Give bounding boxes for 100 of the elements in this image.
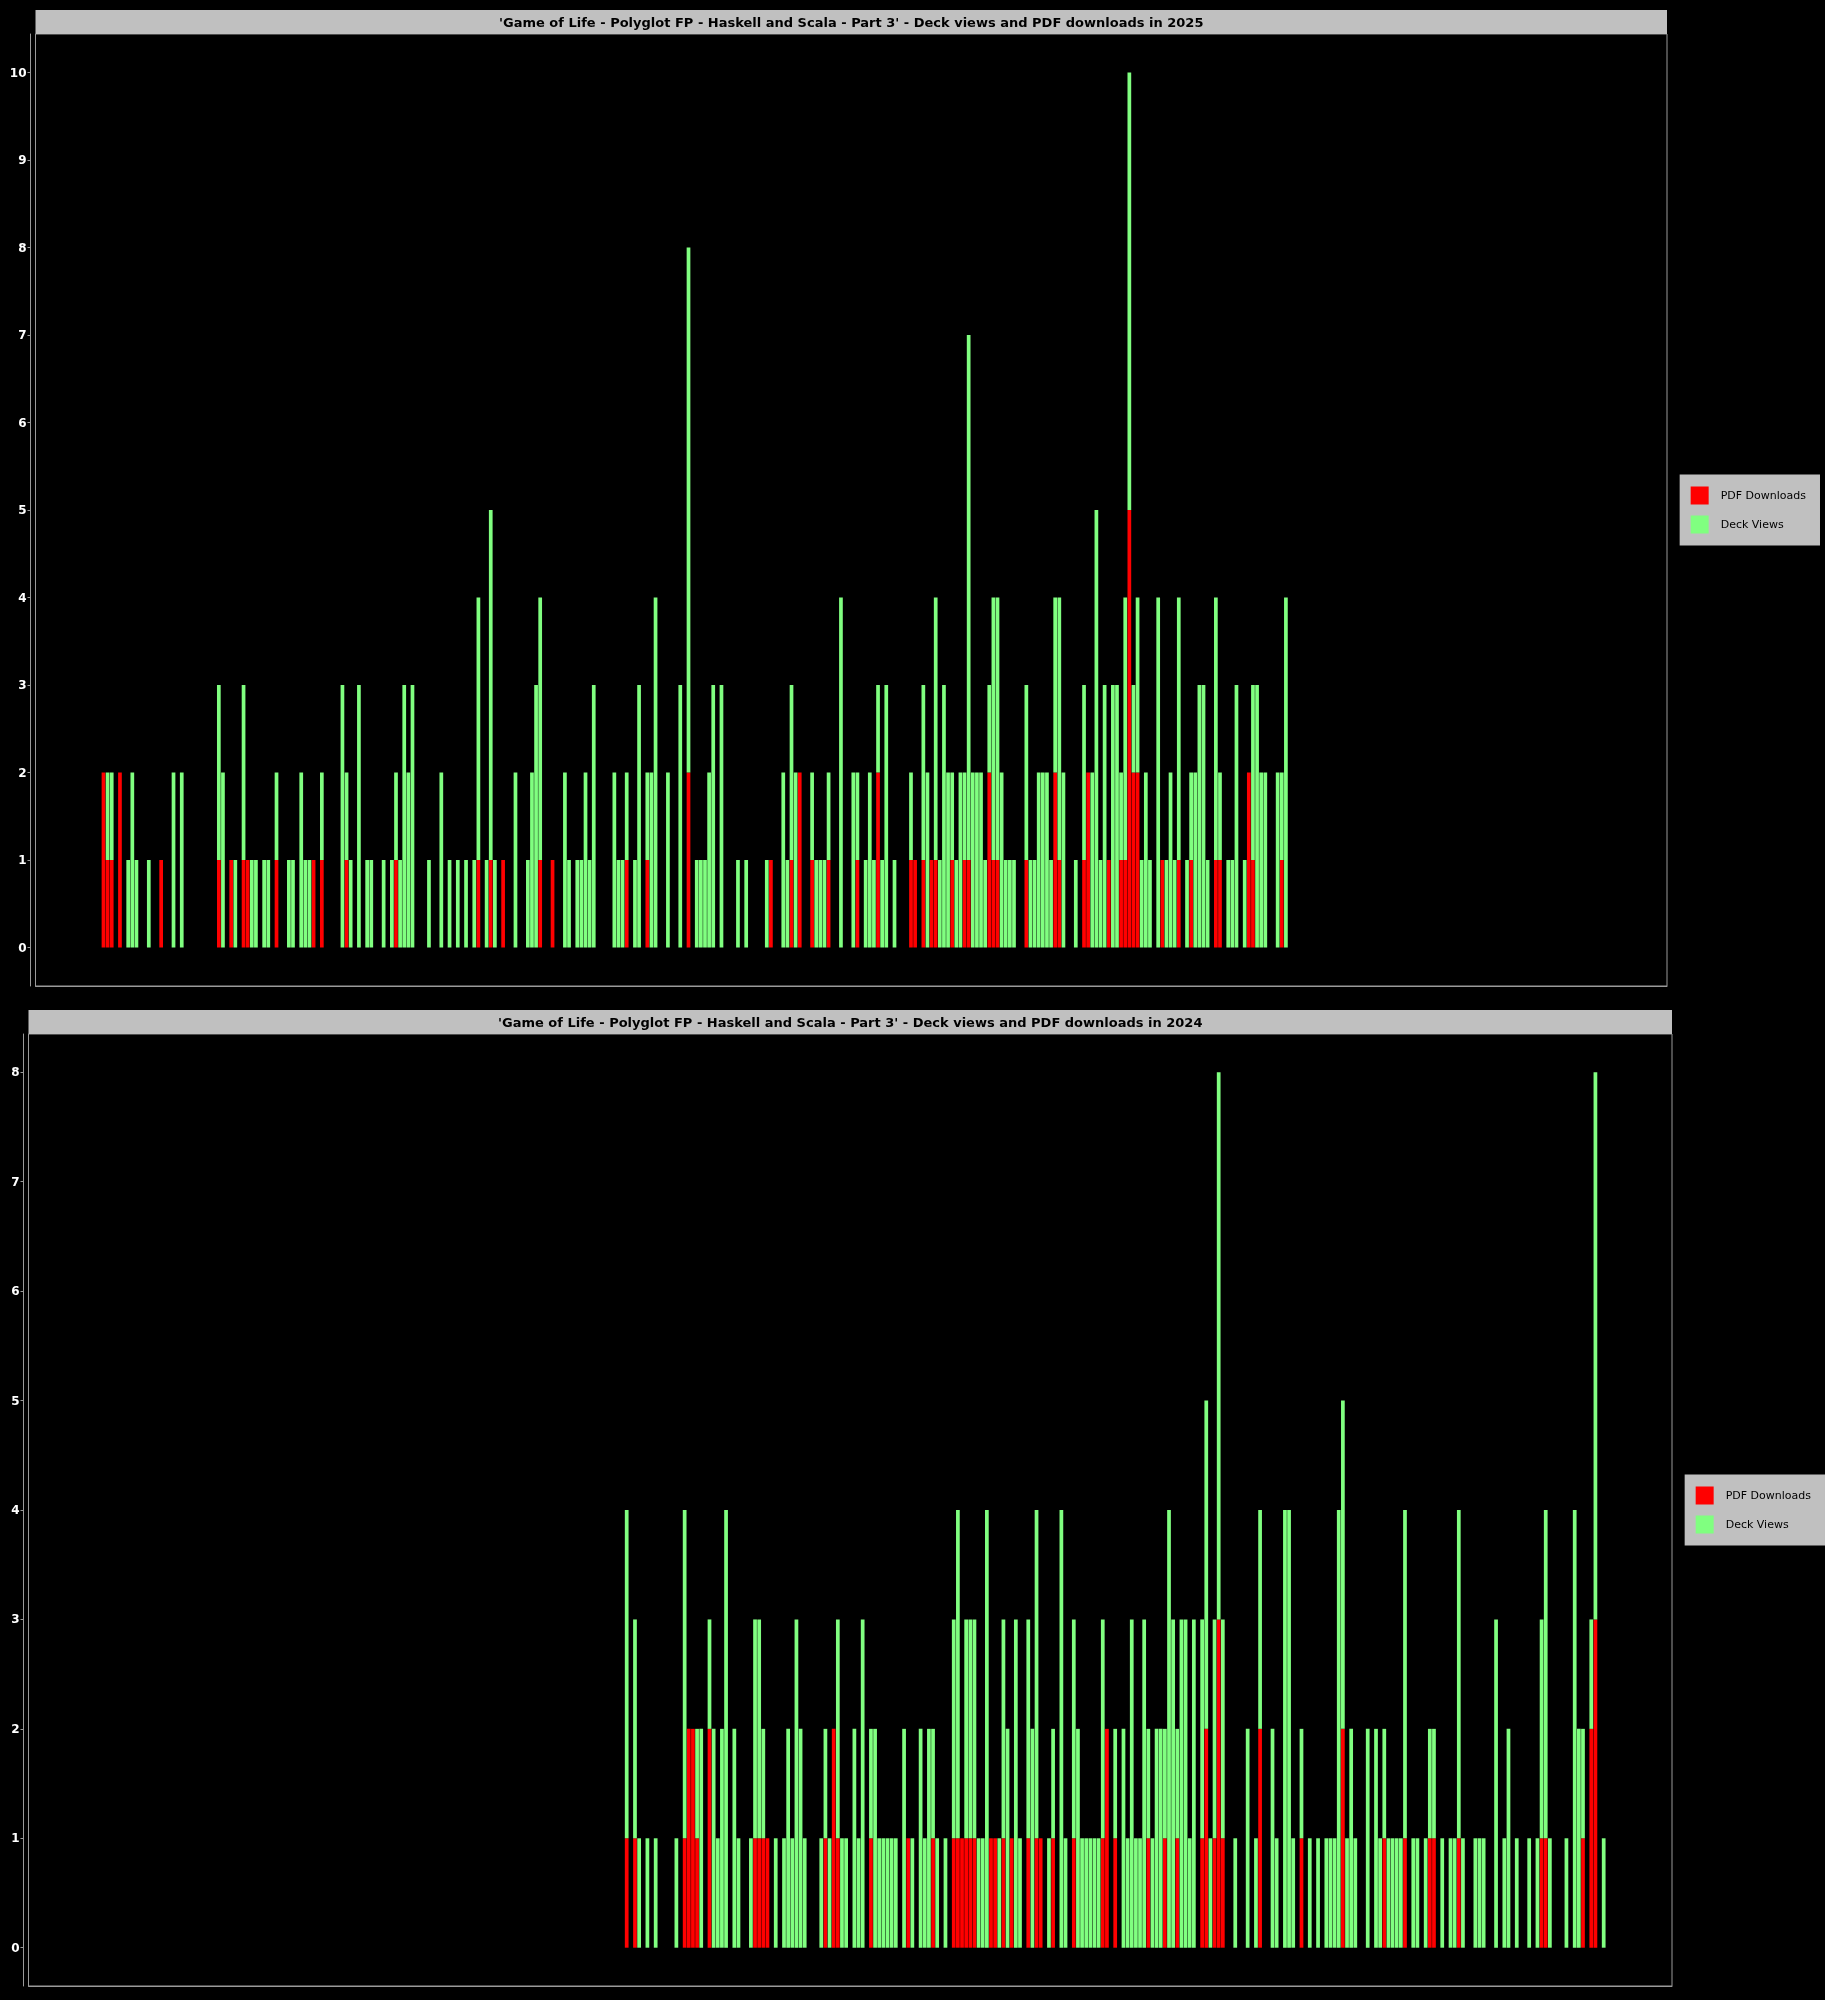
bar xyxy=(1119,860,1123,948)
bar xyxy=(694,860,699,948)
bar xyxy=(933,597,938,860)
bar xyxy=(1175,1838,1180,1948)
bar xyxy=(1053,772,1058,948)
bar xyxy=(1038,1838,1043,1948)
bar xyxy=(1105,1728,1109,1948)
bar xyxy=(266,860,271,948)
bar xyxy=(682,1510,687,1839)
y-tick-label: 3 xyxy=(18,678,27,692)
bar xyxy=(1167,1510,1171,1948)
bar xyxy=(753,1619,757,1839)
bar xyxy=(1113,1728,1118,1839)
bar xyxy=(1088,1838,1093,1948)
bar xyxy=(633,1619,637,1839)
bar xyxy=(262,860,267,948)
bar xyxy=(1160,860,1165,948)
bar xyxy=(989,1838,993,1948)
bar xyxy=(319,772,324,860)
bar xyxy=(1258,1728,1262,1948)
chart-title: 'Game of Life - Polyglot FP - Haskell and Scala - Part 3' - Deck views and PDF downloads in 2024 xyxy=(498,1014,1203,1030)
bar xyxy=(1403,1838,1407,1948)
bar xyxy=(769,860,773,948)
bar xyxy=(1189,860,1193,948)
bar xyxy=(814,860,819,948)
bar xyxy=(118,772,122,948)
bar xyxy=(869,1838,873,1948)
bar xyxy=(1316,1838,1320,1948)
bar xyxy=(942,685,946,948)
bar xyxy=(1473,1838,1478,1948)
bar xyxy=(1440,1838,1445,1948)
chart-title: 'Game of Life - Polyglot FP - Haskell and Scala - Part 3' - Deck views and PDF downloads in 2025 xyxy=(499,14,1204,30)
bar xyxy=(1324,1838,1329,1948)
bar xyxy=(624,860,629,948)
bar xyxy=(993,1838,998,1948)
bar xyxy=(633,1838,637,1948)
bar xyxy=(773,1838,778,1948)
bar xyxy=(1051,1728,1055,1839)
bar xyxy=(1263,772,1268,948)
bar xyxy=(319,860,324,948)
bar xyxy=(951,1838,956,1948)
bar xyxy=(1226,860,1231,948)
bar xyxy=(1456,1838,1461,1948)
bar xyxy=(1581,1838,1585,1948)
bar xyxy=(1047,1838,1051,1948)
bar xyxy=(931,1838,935,1948)
bar xyxy=(1258,1510,1262,1729)
bar xyxy=(1216,1072,1221,1620)
bar xyxy=(624,1838,629,1948)
bar xyxy=(1158,1728,1163,1948)
bar xyxy=(867,772,872,948)
bar xyxy=(1245,1728,1250,1948)
y-tick-label: 7 xyxy=(11,1174,20,1189)
bar xyxy=(575,860,580,948)
bar xyxy=(1601,1838,1606,1948)
bar xyxy=(1398,1838,1403,1948)
bar xyxy=(786,1728,791,1948)
bar xyxy=(964,1838,969,1948)
bar xyxy=(884,685,889,948)
bar xyxy=(493,860,497,948)
bar xyxy=(831,1728,836,1948)
bar xyxy=(1051,1838,1055,1948)
bar xyxy=(394,772,398,860)
bar xyxy=(402,685,407,948)
bar xyxy=(1279,860,1284,948)
bar xyxy=(1527,1838,1532,1948)
bar xyxy=(1287,1510,1291,1948)
bar xyxy=(1096,1838,1101,1948)
bar xyxy=(1115,685,1119,948)
y-tick-label: 5 xyxy=(11,1393,20,1408)
bar xyxy=(645,860,650,948)
bar xyxy=(1494,1619,1498,1948)
bar xyxy=(860,1619,865,1948)
bar xyxy=(439,772,444,948)
bar xyxy=(1123,597,1128,860)
bar xyxy=(1214,860,1218,948)
bar xyxy=(390,860,394,948)
bar xyxy=(797,772,802,948)
bar xyxy=(653,1838,658,1948)
bar xyxy=(1233,1838,1238,1948)
bar xyxy=(488,510,493,860)
bar xyxy=(1427,1728,1432,1839)
y-tick-label: 3 xyxy=(11,1612,20,1627)
bar xyxy=(1156,597,1161,948)
bar xyxy=(819,1838,824,1948)
bar xyxy=(357,685,361,948)
bar xyxy=(1013,1619,1018,1948)
y-tick-label: 5 xyxy=(18,503,27,517)
bar xyxy=(839,597,843,948)
legend-label: PDF Downloads xyxy=(1725,1489,1812,1502)
bar xyxy=(1341,1728,1345,1948)
bar xyxy=(956,1838,960,1948)
bar xyxy=(501,860,505,948)
y-tick-label: 6 xyxy=(11,1284,20,1299)
bar xyxy=(1514,1838,1519,1948)
bar xyxy=(686,1728,691,1948)
y-tick-label: 1 xyxy=(11,1831,20,1846)
bar xyxy=(1008,860,1012,948)
bar xyxy=(538,860,543,948)
bar xyxy=(130,772,135,948)
